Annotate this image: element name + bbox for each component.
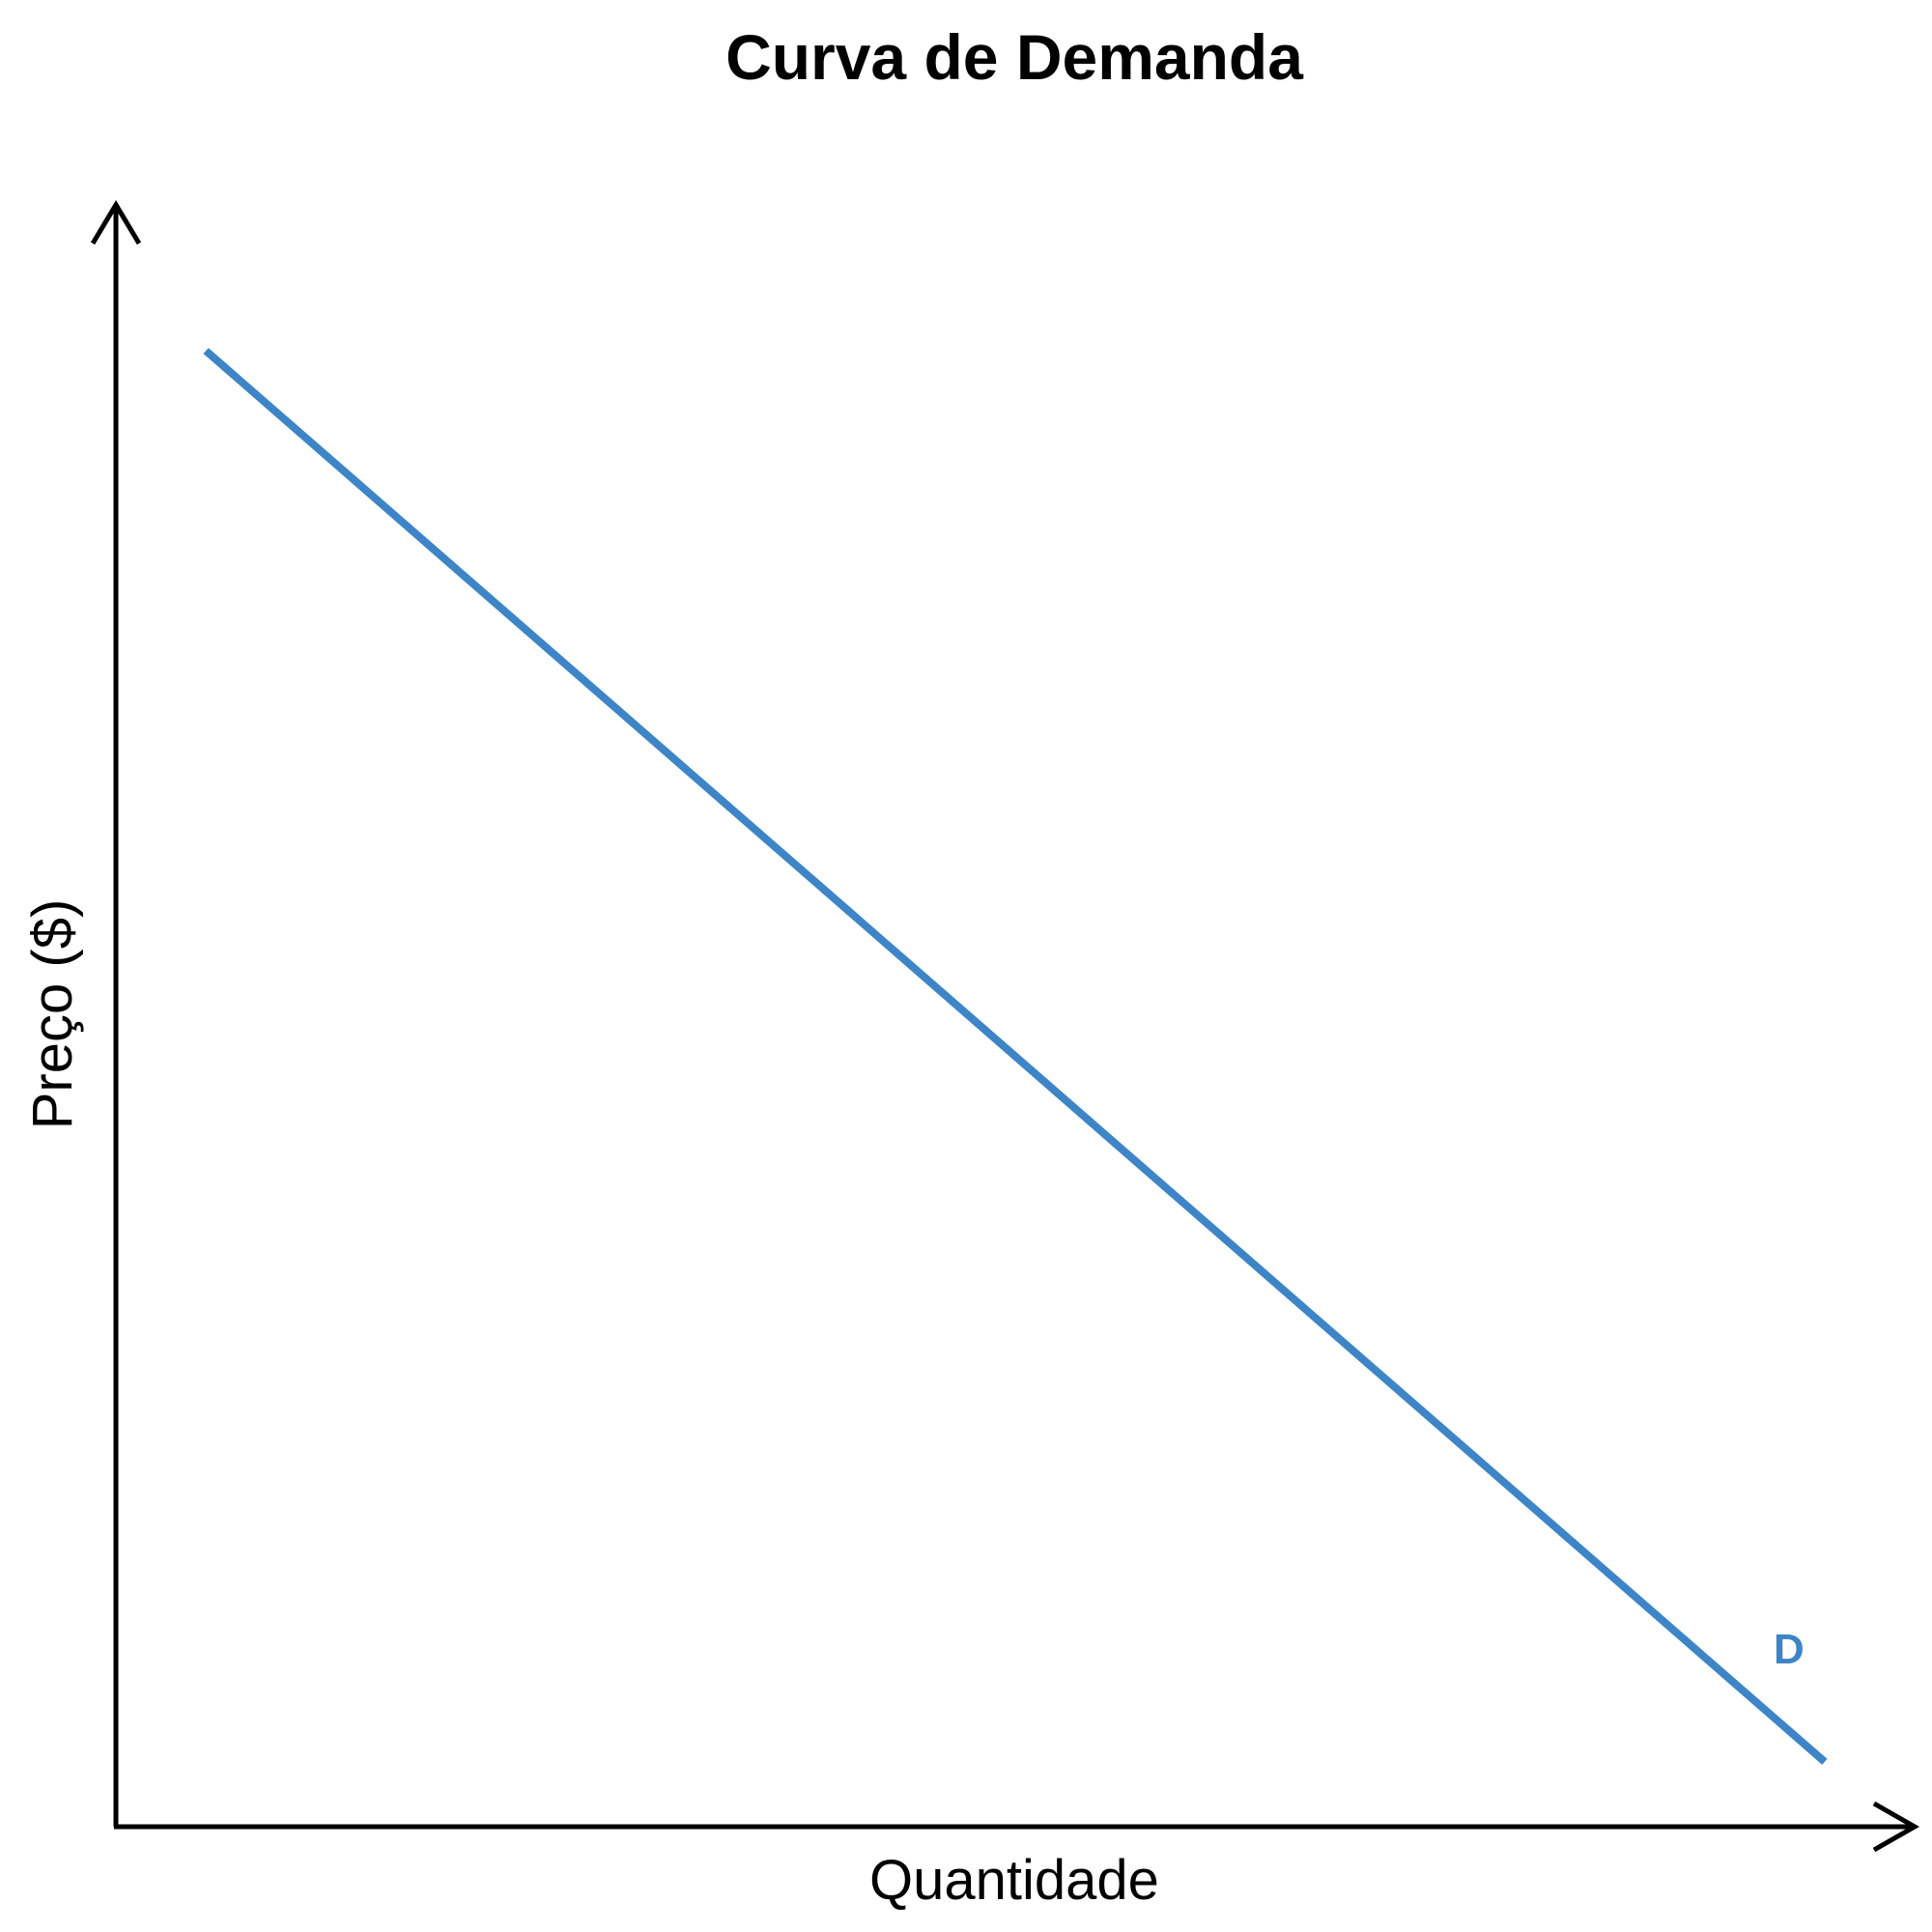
x-axis-arrowhead [1872,1801,1920,1853]
x-axis-label: Quantidade [869,1849,1159,1912]
y-axis-arrowhead [90,200,142,245]
series-layer: D [203,348,1828,1765]
chart-title: Curva de Demanda [725,21,1304,93]
y-axis-label: Preço ($) [21,899,84,1130]
series-label-d: D [1774,1626,1804,1673]
demand-series-line [203,348,1828,1765]
